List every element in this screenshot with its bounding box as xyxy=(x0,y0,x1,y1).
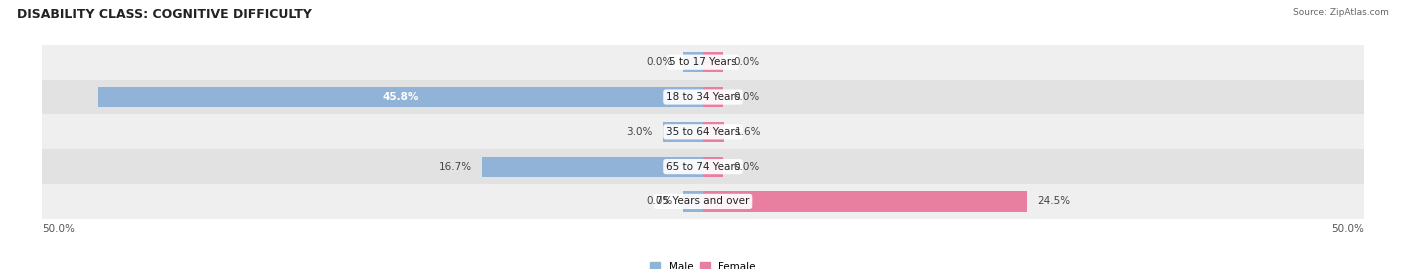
Bar xyxy=(482,157,703,177)
Text: 50.0%: 50.0% xyxy=(1331,224,1364,234)
Bar xyxy=(703,122,724,142)
Bar xyxy=(703,157,723,177)
Text: 0.0%: 0.0% xyxy=(734,92,759,102)
Bar xyxy=(683,191,703,211)
Text: Source: ZipAtlas.com: Source: ZipAtlas.com xyxy=(1294,8,1389,17)
Bar xyxy=(97,87,703,107)
Bar xyxy=(664,122,703,142)
Text: 75 Years and over: 75 Years and over xyxy=(657,196,749,206)
Text: 50.0%: 50.0% xyxy=(42,224,75,234)
Bar xyxy=(703,191,1026,211)
Text: 0.0%: 0.0% xyxy=(647,57,672,67)
Text: 1.6%: 1.6% xyxy=(735,127,761,137)
Text: 65 to 74 Years: 65 to 74 Years xyxy=(666,162,740,172)
Text: 5 to 17 Years: 5 to 17 Years xyxy=(669,57,737,67)
Text: 16.7%: 16.7% xyxy=(439,162,471,172)
Text: 35 to 64 Years: 35 to 64 Years xyxy=(666,127,740,137)
Bar xyxy=(42,184,1364,219)
Bar xyxy=(42,80,1364,114)
Text: DISABILITY CLASS: COGNITIVE DIFFICULTY: DISABILITY CLASS: COGNITIVE DIFFICULTY xyxy=(17,8,312,21)
Text: 24.5%: 24.5% xyxy=(1038,196,1070,206)
Legend: Male, Female: Male, Female xyxy=(650,262,756,269)
Text: 0.0%: 0.0% xyxy=(734,162,759,172)
Text: 45.8%: 45.8% xyxy=(382,92,419,102)
Text: 18 to 34 Years: 18 to 34 Years xyxy=(666,92,740,102)
Text: 0.0%: 0.0% xyxy=(734,57,759,67)
Bar xyxy=(42,114,1364,149)
Bar xyxy=(703,52,723,72)
Text: 3.0%: 3.0% xyxy=(627,127,652,137)
Text: 0.0%: 0.0% xyxy=(647,196,672,206)
Bar xyxy=(42,149,1364,184)
Bar xyxy=(42,45,1364,80)
Bar xyxy=(703,87,723,107)
Bar xyxy=(683,52,703,72)
